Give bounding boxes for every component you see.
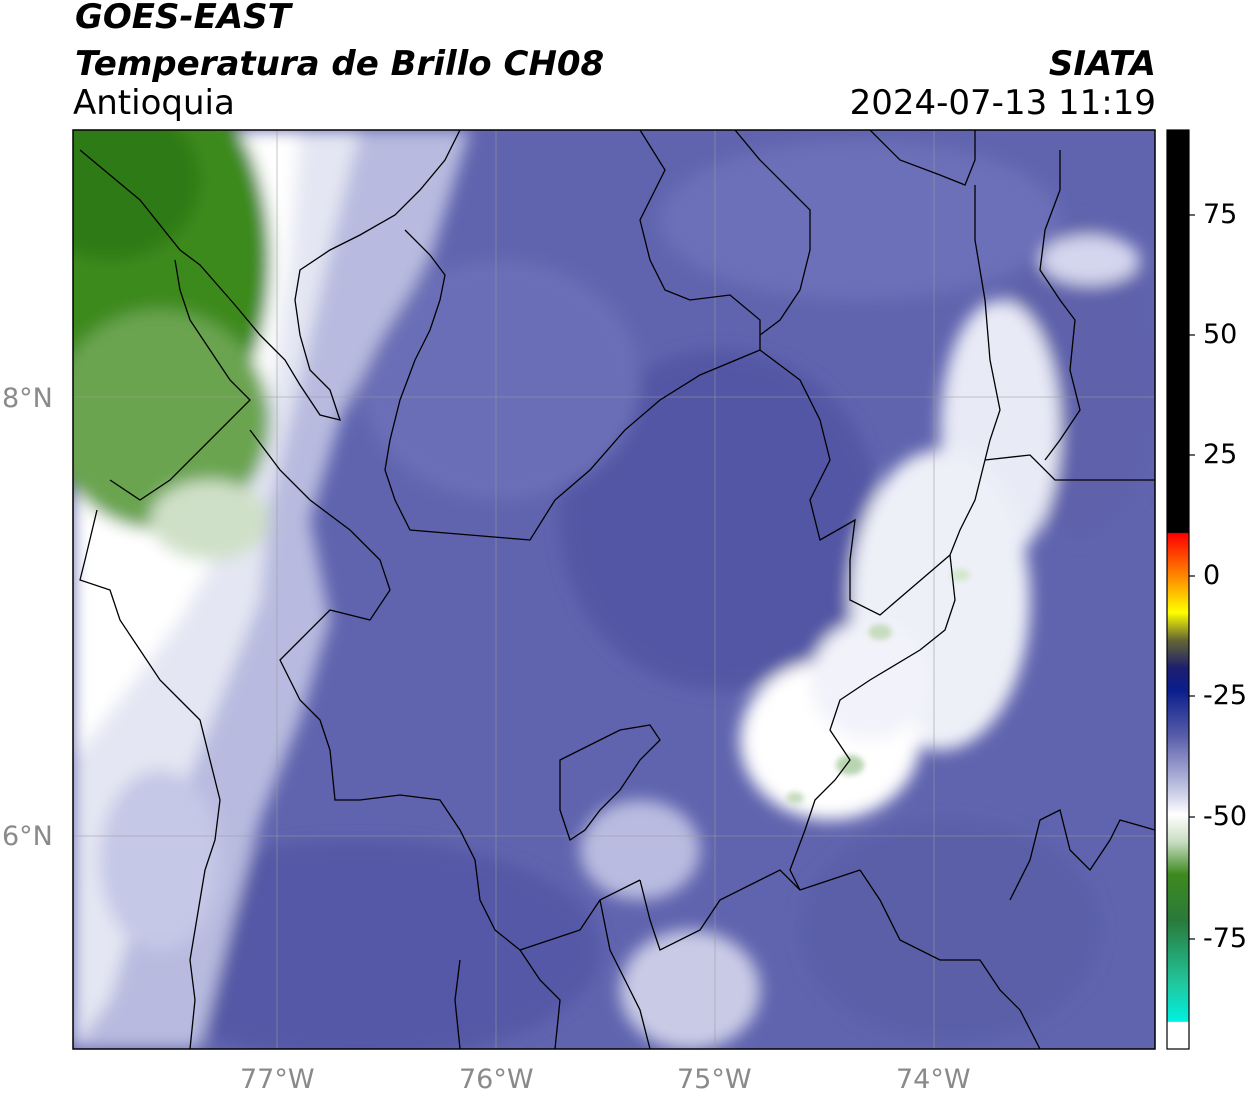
lon-tick-label: 74°W [896, 1064, 971, 1095]
colorbar-tick-label: 0 [1203, 560, 1221, 591]
map-frame [72, 129, 1156, 1050]
brightness-temperature-field [73, 130, 1155, 1049]
gridlines [73, 130, 1155, 1049]
colorbar-tick-label: -75 [1203, 923, 1248, 954]
lat-tick-label: 8°N [2, 383, 53, 414]
lon-tick-label: 75°W [677, 1064, 752, 1095]
organization-label: SIATA [1048, 44, 1156, 84]
colorbar-tick-label: -25 [1203, 680, 1248, 711]
political-boundaries [79, 130, 1155, 1049]
colorbar [1166, 129, 1195, 1050]
colorbar-tick-label: 75 [1203, 199, 1238, 230]
lon-tick-label: 77°W [240, 1064, 315, 1095]
colorbar-tick-label: -50 [1203, 801, 1248, 832]
region-label: Antioquia [73, 83, 235, 123]
lon-tick-label: 76°W [459, 1064, 534, 1095]
lat-tick-label: 6°N [2, 821, 53, 852]
product-title: Temperatura de Brillo CH08 [75, 44, 605, 84]
colorbar-tick-label: 25 [1203, 439, 1238, 470]
satellite-title: GOES-EAST [75, 0, 291, 37]
timestamp-label: 2024-07-13 11:19 [849, 83, 1156, 123]
colorbar-tick-label: 50 [1203, 319, 1238, 350]
